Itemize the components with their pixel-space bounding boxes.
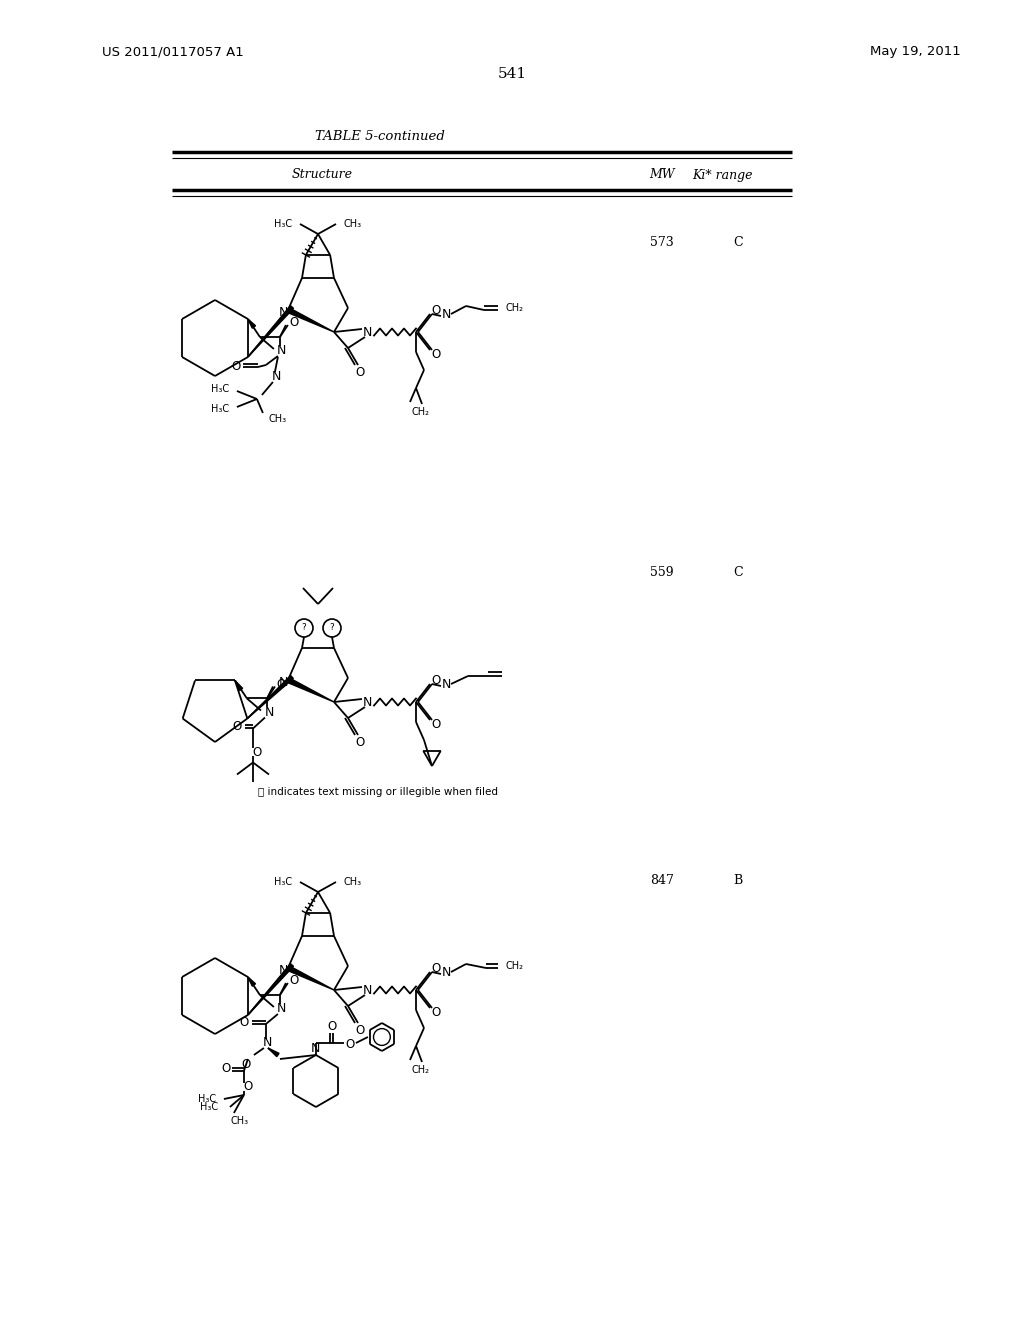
Text: O: O — [355, 737, 365, 750]
Text: CH₂: CH₂ — [506, 961, 524, 972]
Text: H₃C: H₃C — [211, 384, 229, 393]
Text: ?: ? — [302, 623, 306, 632]
Text: US 2011/0117057 A1: US 2011/0117057 A1 — [102, 45, 244, 58]
Text: N: N — [278, 1002, 287, 1015]
Text: N: N — [441, 308, 451, 321]
Polygon shape — [248, 977, 256, 986]
Text: H₃C: H₃C — [200, 1102, 218, 1111]
Text: CH₃: CH₃ — [344, 876, 362, 887]
Text: H₃C: H₃C — [198, 1094, 216, 1104]
Text: O: O — [231, 359, 241, 372]
Text: O: O — [232, 719, 242, 733]
Text: N: N — [279, 305, 288, 318]
Polygon shape — [248, 319, 256, 329]
Text: May 19, 2011: May 19, 2011 — [870, 45, 961, 58]
Text: O: O — [355, 1024, 365, 1038]
Text: O: O — [345, 1038, 354, 1051]
Text: N: N — [441, 965, 451, 978]
Text: N: N — [362, 983, 372, 997]
Text: O: O — [431, 718, 440, 730]
Text: N: N — [264, 706, 273, 719]
Text: Structure: Structure — [292, 169, 352, 181]
Text: 573: 573 — [650, 235, 674, 248]
Text: 847: 847 — [650, 874, 674, 887]
Text: CH₃: CH₃ — [344, 219, 362, 228]
Text: N: N — [279, 676, 288, 689]
Text: O: O — [431, 304, 440, 317]
Text: O: O — [240, 1016, 249, 1030]
Text: H₃C: H₃C — [273, 219, 292, 228]
Text: O: O — [431, 673, 440, 686]
Text: O: O — [290, 974, 299, 987]
Text: MW: MW — [649, 169, 675, 181]
Text: N: N — [263, 1036, 272, 1049]
Text: O: O — [242, 1057, 251, 1071]
Text: C: C — [733, 235, 742, 248]
Text: Ki* range: Ki* range — [692, 169, 753, 181]
Text: 541: 541 — [498, 67, 526, 81]
Text: 559: 559 — [650, 565, 674, 578]
Text: ?: ? — [330, 623, 335, 632]
Text: B: B — [733, 874, 742, 887]
Polygon shape — [287, 677, 334, 702]
Text: CH₃: CH₃ — [230, 1115, 249, 1126]
Text: O: O — [431, 961, 440, 974]
Polygon shape — [248, 306, 294, 356]
Text: O: O — [276, 678, 286, 690]
Text: N: N — [441, 677, 451, 690]
Text: H₃C: H₃C — [273, 876, 292, 887]
Text: O: O — [244, 1081, 253, 1093]
Text: CH₃: CH₃ — [269, 414, 287, 424]
Text: H₃C: H₃C — [211, 404, 229, 414]
Polygon shape — [234, 681, 243, 690]
Text: O: O — [221, 1063, 230, 1076]
Text: O: O — [355, 367, 365, 380]
Text: TABLE 5-continued: TABLE 5-continued — [315, 129, 445, 143]
Polygon shape — [287, 308, 334, 333]
Text: Ⓕ indicates text missing or illegible when filed: Ⓕ indicates text missing or illegible wh… — [258, 787, 498, 797]
Polygon shape — [268, 1048, 280, 1056]
Text: O: O — [431, 347, 440, 360]
Text: CH₂: CH₂ — [411, 407, 429, 417]
Text: O: O — [252, 746, 261, 759]
Text: N: N — [272, 371, 282, 384]
Text: N: N — [279, 964, 288, 977]
Polygon shape — [248, 964, 294, 1015]
Text: O: O — [328, 1020, 337, 1034]
Text: N: N — [362, 326, 372, 338]
Text: CH₂: CH₂ — [506, 304, 524, 313]
Text: N: N — [311, 1043, 321, 1056]
Text: N: N — [362, 696, 372, 709]
Text: O: O — [431, 1006, 440, 1019]
Text: N: N — [278, 345, 287, 358]
Polygon shape — [287, 966, 334, 990]
Text: CH₂: CH₂ — [411, 1065, 429, 1074]
Text: O: O — [290, 317, 299, 330]
Polygon shape — [248, 676, 293, 718]
Text: C: C — [733, 565, 742, 578]
